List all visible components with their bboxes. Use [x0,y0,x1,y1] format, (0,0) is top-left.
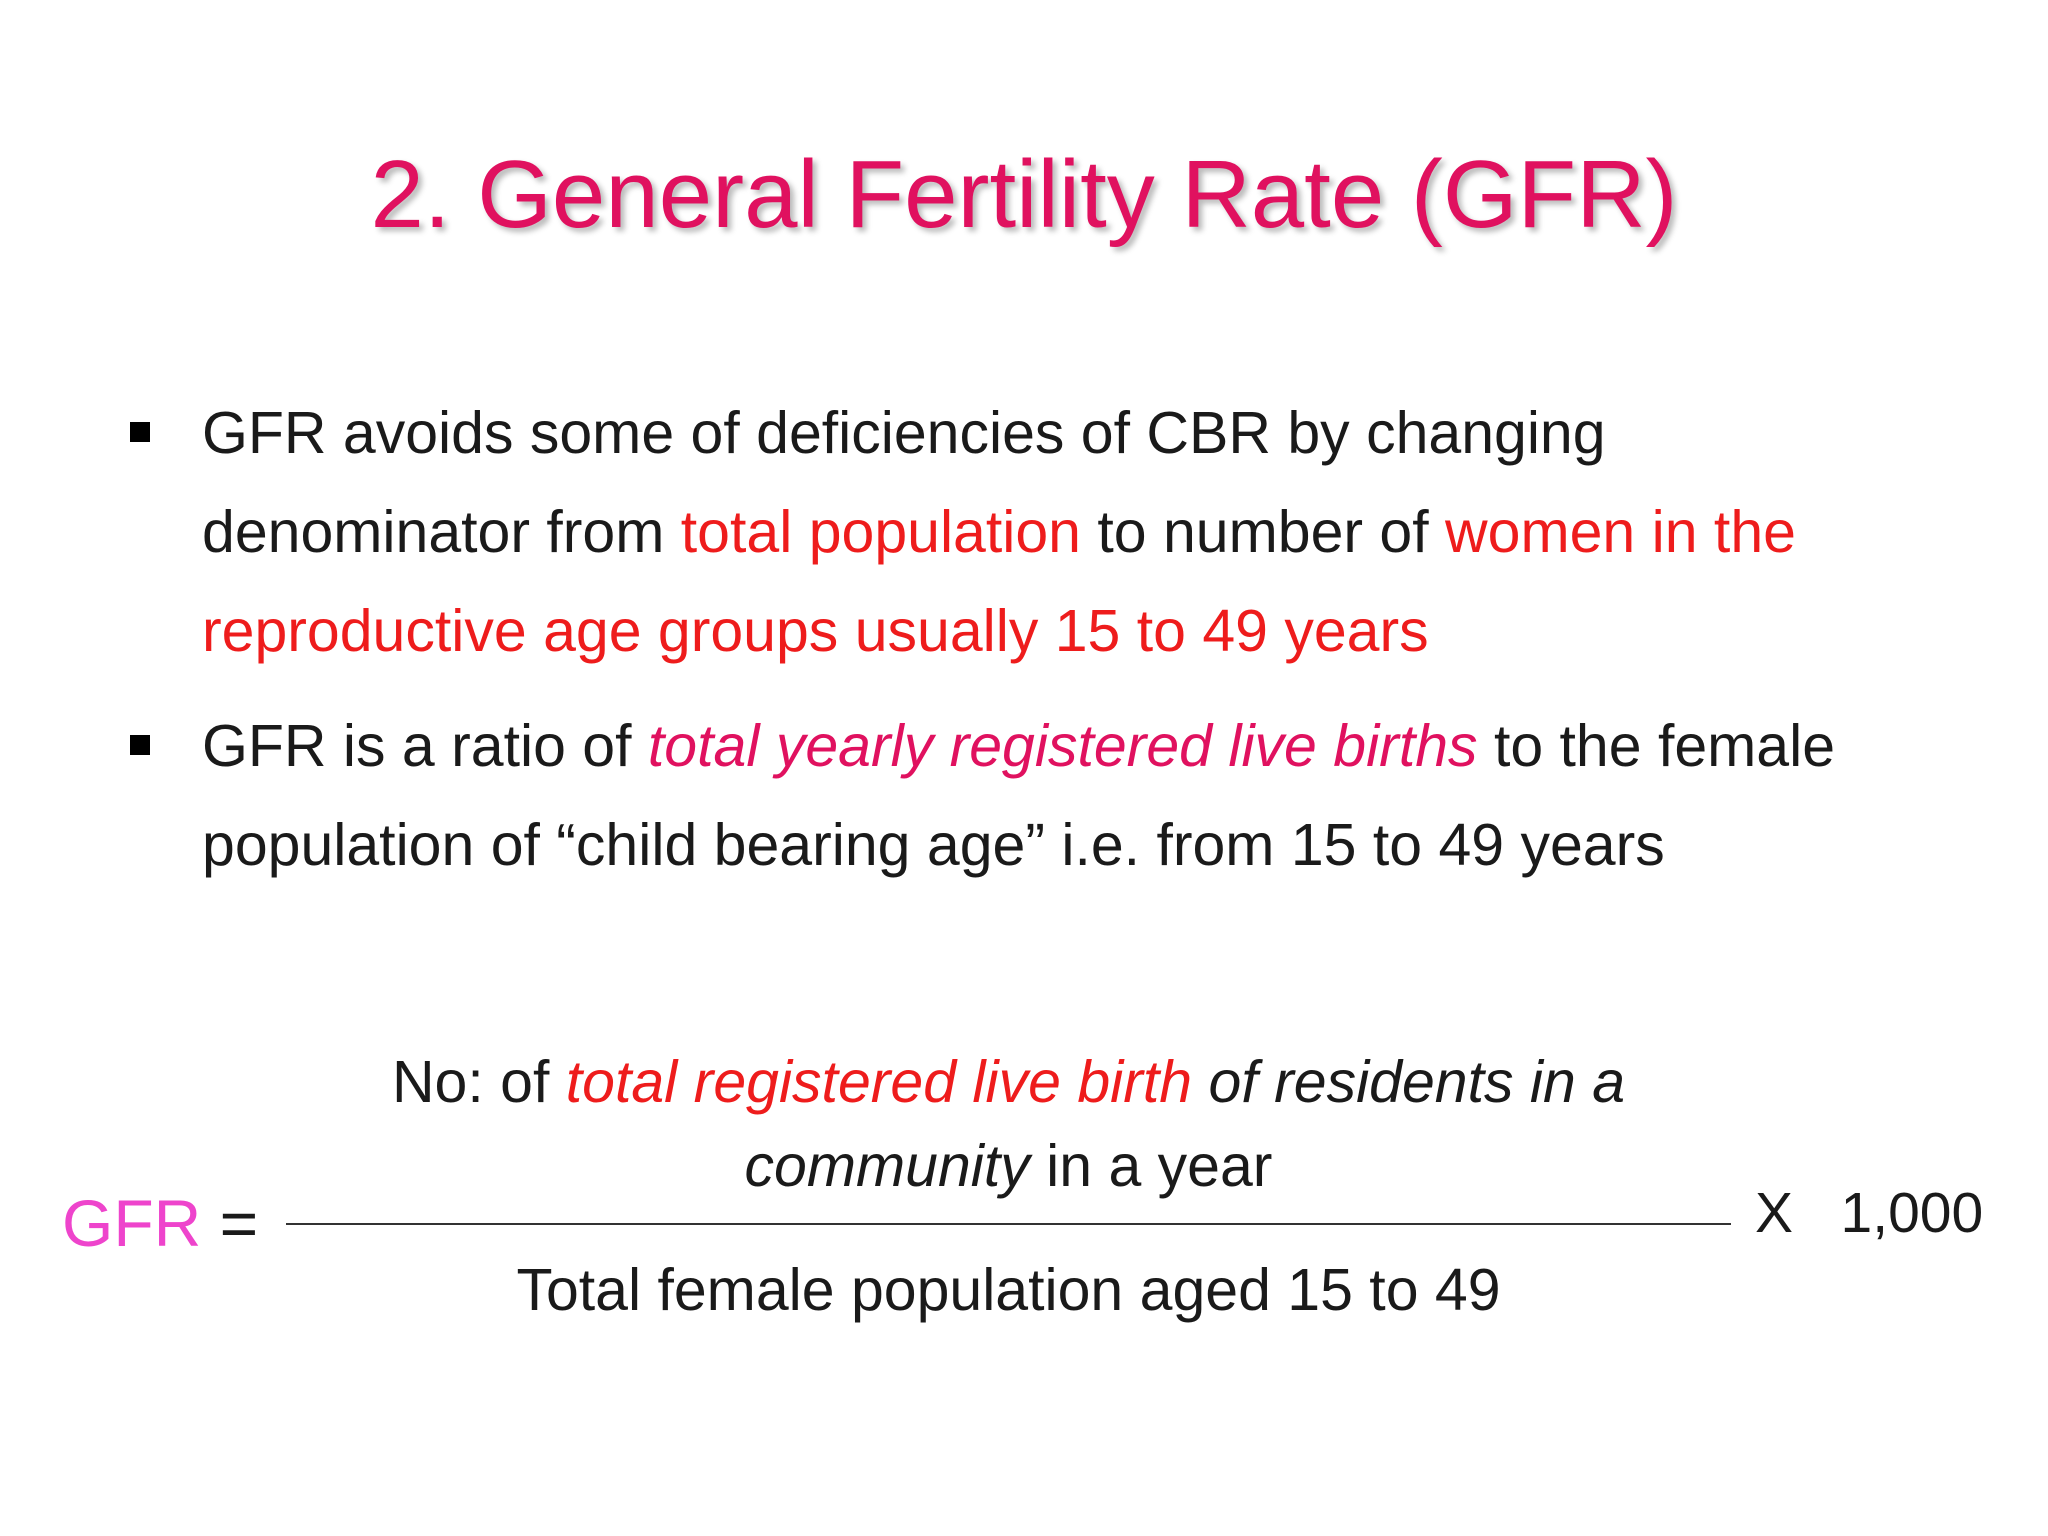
square-bullet-icon [130,735,150,755]
bullet-item-1: GFR avoids some of deficiencies of CBR b… [120,384,1920,681]
bullet-1-text-2: to number of [1081,499,1446,565]
formula-gfr-label: GFR [62,1186,202,1260]
formula-multiplier: X 1,000 [1755,1181,1984,1245]
bullet-2-highlight-live-births: total yearly registered live births [647,713,1478,779]
numerator-italic-part: of residents in a community [744,1049,1626,1199]
formula-lhs: GFR = [62,1185,258,1261]
formula-denominator: Total female population aged 15 to 49 [516,1257,1501,1323]
formula-numerator: No: of total registered live birth of re… [286,1040,1731,1208]
numerator-highlight: total registered live birth [565,1049,1193,1115]
bullet-item-2: GFR is a ratio of total yearly registere… [120,697,1920,895]
bullet-1-highlight-total-population: total population [680,499,1081,565]
formula-fraction-bar [286,1223,1731,1225]
square-bullet-icon [130,422,150,442]
bullet-1-highlight-women: women in the reproductive age groups usu… [202,499,1796,664]
formula-equals-sign: = [201,1186,259,1260]
bullet-2-text: GFR is a ratio of [202,713,648,779]
bullet-2-text-2: to the female population of “child beari… [202,713,1836,878]
numerator-suffix: in a year [1029,1133,1273,1199]
bullet-list: GFR avoids some of deficiencies of CBR b… [120,384,1920,911]
slide-title: 2. General Fertility Rate (GFR) [370,141,1678,248]
bullet-1-text: GFR avoids some of deficiencies of CBR b… [202,400,1606,565]
numerator-prefix: No: of [391,1049,566,1115]
